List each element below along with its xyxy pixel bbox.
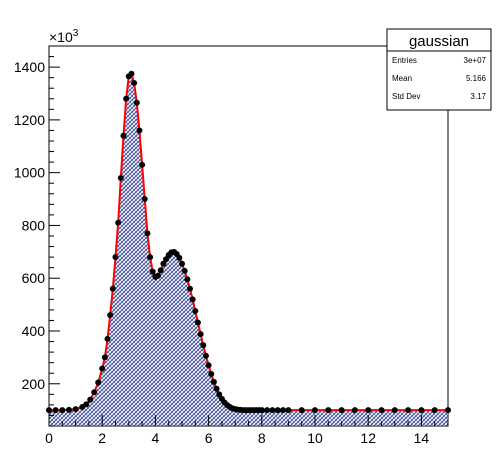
data-point	[131, 79, 138, 86]
stats-value-entries: 3e+07	[464, 56, 487, 65]
data-point	[258, 407, 265, 414]
data-point	[72, 406, 79, 413]
x-tick-label: 12	[360, 430, 376, 446]
x-tick-label: 0	[45, 430, 53, 446]
data-point	[298, 407, 305, 414]
data-point	[312, 407, 318, 414]
data-point	[192, 307, 199, 314]
data-point	[391, 407, 398, 414]
x-tick-label: 6	[205, 430, 213, 446]
data-point	[139, 161, 146, 168]
data-point	[325, 407, 332, 414]
data-point	[160, 260, 167, 267]
data-point	[285, 407, 292, 414]
data-point	[216, 391, 223, 398]
data-point	[181, 267, 188, 274]
stats-label-entries: Entries	[392, 56, 417, 65]
y-tick-label: 600	[22, 270, 46, 286]
stats-label-mean: Mean	[392, 74, 412, 83]
data-points	[46, 70, 451, 414]
data-point	[210, 378, 217, 385]
data-point	[107, 312, 114, 319]
data-point	[136, 127, 143, 134]
data-point	[184, 276, 191, 283]
y-tick-label: 400	[22, 323, 46, 339]
data-point	[120, 132, 127, 139]
data-point	[338, 407, 345, 414]
data-point	[264, 407, 271, 414]
data-point	[123, 95, 130, 102]
y-tick-label: 1200	[14, 112, 45, 128]
data-point	[133, 99, 140, 106]
data-point	[128, 70, 135, 77]
data-point	[200, 342, 207, 349]
y-tick-label: 1400	[14, 59, 45, 75]
data-point	[378, 407, 385, 414]
x-tick-label: 2	[98, 430, 106, 446]
stats-value-stddev: 3.17	[470, 92, 486, 101]
stats-value-mean: 5.166	[466, 74, 487, 83]
data-point	[176, 254, 183, 261]
data-point	[351, 407, 358, 414]
data-point	[65, 406, 72, 413]
data-point	[274, 407, 281, 414]
stats-label-stddev: Std Dev	[392, 92, 420, 101]
x-tick-label: 8	[258, 430, 266, 446]
x-axis: 0 2 4 6 8 10 12 14	[45, 415, 449, 446]
stats-box: gaussian Entries 3e+07 Mean 5.166 Std De…	[386, 28, 492, 111]
y-tick-label: 200	[22, 376, 46, 392]
x-tick-label: 4	[152, 430, 160, 446]
data-point	[141, 196, 148, 203]
y-tick-label: 800	[22, 217, 46, 233]
data-point	[280, 407, 287, 414]
data-point	[91, 389, 98, 396]
data-point	[269, 407, 276, 414]
stats-title: gaussian	[409, 33, 469, 50]
data-point	[202, 352, 209, 359]
data-point	[115, 219, 122, 226]
data-point	[445, 407, 451, 414]
data-point	[52, 407, 59, 414]
y-tick-label: 1000	[14, 165, 45, 181]
y-axis-multiplier: ×103	[49, 28, 79, 45]
data-point	[147, 254, 154, 261]
data-point	[46, 407, 52, 414]
data-point	[197, 331, 204, 338]
data-point	[99, 365, 106, 372]
data-point	[112, 254, 119, 261]
data-point	[95, 379, 102, 386]
data-point	[179, 260, 185, 267]
data-point	[104, 335, 111, 342]
data-point	[101, 354, 108, 361]
data-point	[213, 385, 220, 392]
data-point	[83, 401, 90, 408]
data-point	[157, 267, 164, 274]
data-point	[208, 371, 215, 378]
x-tick-label: 14	[414, 430, 430, 446]
x-tick-label: 10	[307, 430, 323, 446]
data-point	[194, 319, 201, 326]
data-point	[205, 362, 212, 369]
data-point	[155, 272, 162, 279]
data-point	[59, 407, 66, 414]
y-axis: 200 400 600 800 1000 1200 1400	[14, 45, 60, 427]
data-point	[431, 407, 438, 414]
data-point	[87, 396, 94, 403]
data-point	[109, 285, 116, 292]
data-point	[117, 174, 124, 181]
data-point	[405, 407, 412, 414]
data-point	[189, 296, 196, 303]
data-point	[365, 407, 372, 414]
data-point	[186, 285, 193, 292]
data-point	[144, 230, 151, 237]
data-point	[418, 407, 425, 414]
data-point	[149, 268, 156, 275]
